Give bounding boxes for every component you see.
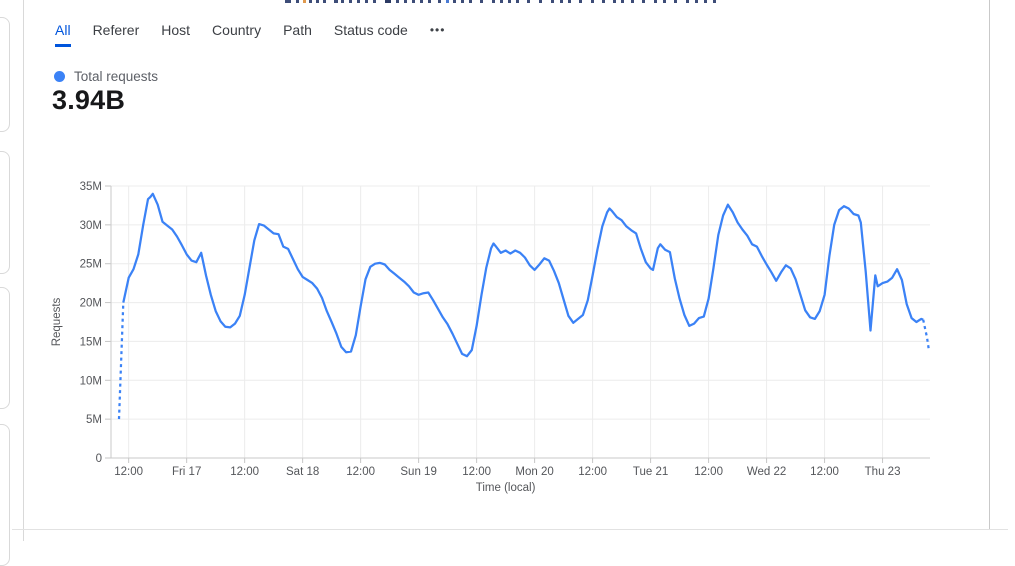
text-fragment xyxy=(316,0,319,3)
panel-border-bottom xyxy=(12,529,1008,530)
x-tick-label: 12:00 xyxy=(462,466,491,478)
clipped-top-row xyxy=(0,0,1015,4)
y-tick-label: 20M xyxy=(80,298,102,310)
text-fragment xyxy=(560,0,563,3)
text-fragment xyxy=(654,0,657,3)
tab-path[interactable]: Path xyxy=(283,22,312,38)
text-fragment xyxy=(704,0,707,3)
tab-host[interactable]: Host xyxy=(161,22,191,38)
text-fragment xyxy=(695,0,698,3)
x-tick-label: 12:00 xyxy=(114,466,143,478)
text-fragment xyxy=(446,0,449,3)
x-tick-label: 12:00 xyxy=(578,466,607,478)
text-fragment xyxy=(296,0,299,3)
requests-line-chart: 0 5M 10M 15M 20M 25M 30M 35M 12:00 Fri 17 12:00 Sat… xyxy=(51,181,931,494)
text-fragment xyxy=(412,0,415,3)
series-dashed-tail xyxy=(922,319,931,351)
tab-country[interactable]: Country xyxy=(212,22,262,38)
text-fragment xyxy=(492,0,495,3)
text-fragment xyxy=(309,0,312,3)
text-fragment xyxy=(713,0,716,3)
text-fragment xyxy=(404,0,407,3)
text-fragment xyxy=(438,0,441,3)
text-fragment xyxy=(663,0,666,3)
text-fragment xyxy=(631,0,634,3)
x-tick-label: Wed 22 xyxy=(747,466,786,478)
text-fragment xyxy=(500,0,503,3)
text-fragment xyxy=(613,0,616,3)
text-fragment xyxy=(365,0,368,3)
y-tick-label: 25M xyxy=(80,259,102,271)
tab-all[interactable]: All xyxy=(55,22,71,47)
y-tick-label: 15M xyxy=(80,336,102,348)
more-tabs-icon[interactable]: ••• xyxy=(429,23,446,37)
legend-total-requests[interactable]: Total requests xyxy=(54,69,158,84)
series-dashed-head xyxy=(117,302,125,420)
panel-border-left xyxy=(23,0,24,541)
text-fragment xyxy=(453,0,456,3)
text-fragment xyxy=(591,0,594,3)
x-tick-label: 12:00 xyxy=(346,466,375,478)
text-fragment xyxy=(469,0,472,3)
text-fragment xyxy=(461,0,464,3)
tab-status-code[interactable]: Status code xyxy=(333,22,408,38)
text-fragment xyxy=(674,0,677,3)
y-tick-label: 10M xyxy=(80,375,102,387)
x-tick-label: 12:00 xyxy=(810,466,839,478)
y-tick-label: 0 xyxy=(96,453,102,465)
text-fragment xyxy=(341,0,344,3)
x-tick-label: Tue 21 xyxy=(633,466,668,478)
text-fragment xyxy=(396,0,399,3)
text-fragment xyxy=(349,0,352,3)
tab-referer[interactable]: Referer xyxy=(92,22,140,38)
text-fragment xyxy=(642,0,645,3)
text-fragment xyxy=(323,0,326,3)
x-tick-label: Sun 19 xyxy=(400,466,436,478)
text-fragment xyxy=(334,0,338,3)
text-fragment xyxy=(385,0,391,3)
text-fragment xyxy=(420,0,423,3)
x-tick-label: Mon 20 xyxy=(515,466,553,478)
text-fragment xyxy=(373,0,376,3)
text-fragment xyxy=(508,0,511,3)
total-requests-value: 3.94B xyxy=(52,85,126,115)
text-fragment xyxy=(686,0,689,3)
x-tick-label: Thu 23 xyxy=(865,466,901,478)
x-tick-label: Fri 17 xyxy=(172,466,201,478)
text-fragment xyxy=(428,0,431,3)
y-tick-label: 30M xyxy=(80,220,102,232)
text-fragment xyxy=(357,0,360,3)
text-fragment xyxy=(579,0,582,3)
text-fragment xyxy=(539,0,542,3)
text-fragment xyxy=(527,0,530,3)
text-fragment xyxy=(480,0,483,3)
y-tick-label: 5M xyxy=(86,414,102,426)
text-fragment xyxy=(621,0,624,3)
x-axis-title: Time (local) xyxy=(476,482,536,494)
series-dot-icon xyxy=(54,71,65,82)
y-axis-title: Requests xyxy=(51,297,63,346)
series-line xyxy=(122,192,924,358)
text-fragment xyxy=(516,0,519,3)
dimension-tabs: All Referer Host Country Path Status cod… xyxy=(55,22,445,47)
x-tick-label: Sat 18 xyxy=(286,466,319,478)
x-tick-label: 12:00 xyxy=(694,466,723,478)
text-fragment xyxy=(285,0,291,3)
x-tick-label: 12:00 xyxy=(230,466,259,478)
text-fragment xyxy=(568,0,571,3)
text-fragment xyxy=(303,0,306,3)
text-fragment xyxy=(602,0,605,3)
series-label: Total requests xyxy=(74,69,159,84)
text-fragment xyxy=(551,0,554,3)
panel-border-right xyxy=(989,0,990,530)
y-tick-label: 35M xyxy=(80,181,102,193)
